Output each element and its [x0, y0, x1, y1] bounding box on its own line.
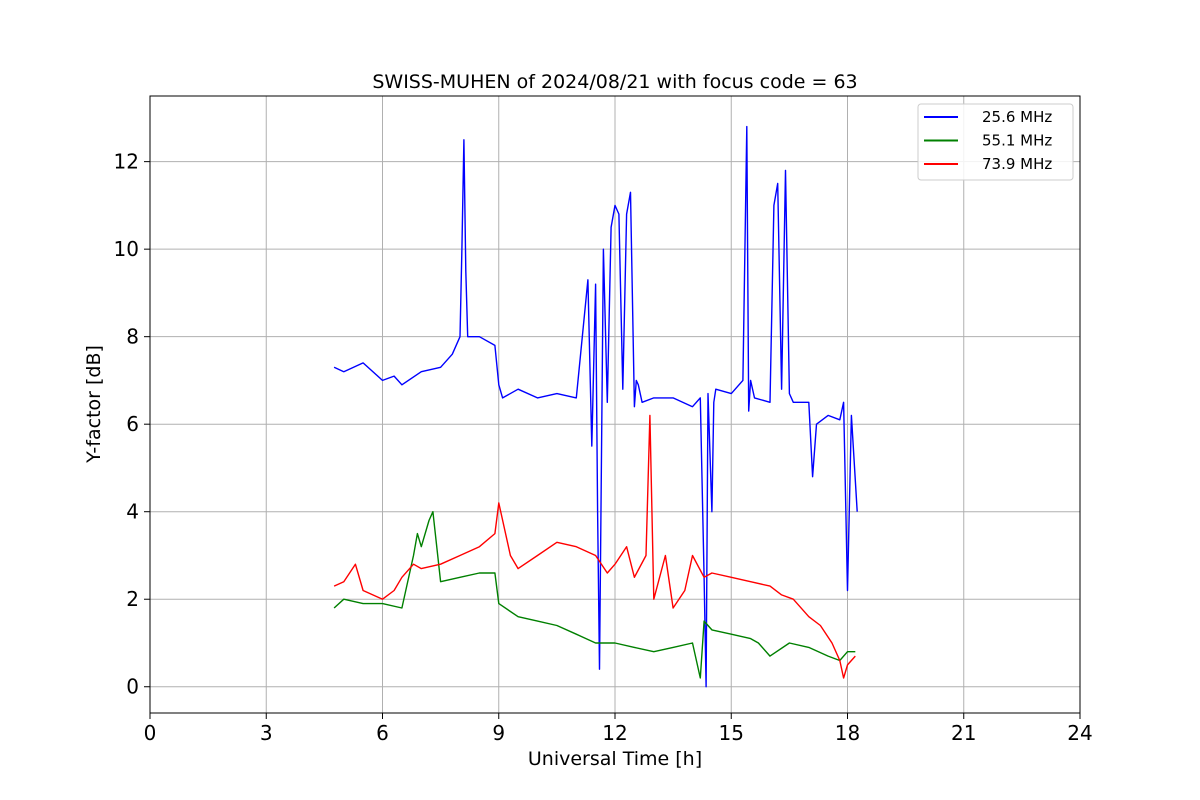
x-tick-label: 0	[144, 721, 157, 745]
chart-title: SWISS-MUHEN of 2024/08/21 with focus cod…	[372, 71, 857, 93]
y-axis-label: Y-factor [dB]	[83, 345, 105, 464]
legend-box	[917, 103, 1074, 181]
x-tick-label: 24	[1067, 721, 1092, 745]
y-tick-label: 8	[126, 325, 139, 349]
x-tick-label: 9	[492, 721, 505, 745]
legend-entry-label: 55.1 MHz	[982, 132, 1052, 150]
y-tick-label: 10	[114, 237, 139, 261]
legend-entry-label: 25.6 MHz	[982, 108, 1052, 126]
x-tick-label: 21	[951, 721, 976, 745]
legend: 25.6 MHz 55.1 MHz 73.9 MHz	[917, 103, 1074, 181]
y-tick-label: 4	[126, 500, 139, 524]
series-line-1	[333, 125, 858, 688]
x-axis-label: Universal Time [h]	[528, 748, 702, 770]
y-tick-label: 12	[114, 150, 139, 174]
series-line-2	[333, 511, 856, 679]
x-tick-label: 12	[602, 721, 627, 745]
x-tick-label: 3	[260, 721, 273, 745]
x-tick-label: 15	[719, 721, 744, 745]
legend-entry-label: 73.9 MHz	[982, 155, 1052, 173]
series-line-3	[333, 414, 856, 679]
y-tick-label: 6	[126, 412, 139, 436]
x-tick-label: 18	[835, 721, 860, 745]
y-tick-label: 2	[126, 587, 139, 611]
series-layer	[333, 125, 858, 688]
y-tick-label: 0	[126, 675, 139, 699]
x-tick-label: 6	[376, 721, 389, 745]
